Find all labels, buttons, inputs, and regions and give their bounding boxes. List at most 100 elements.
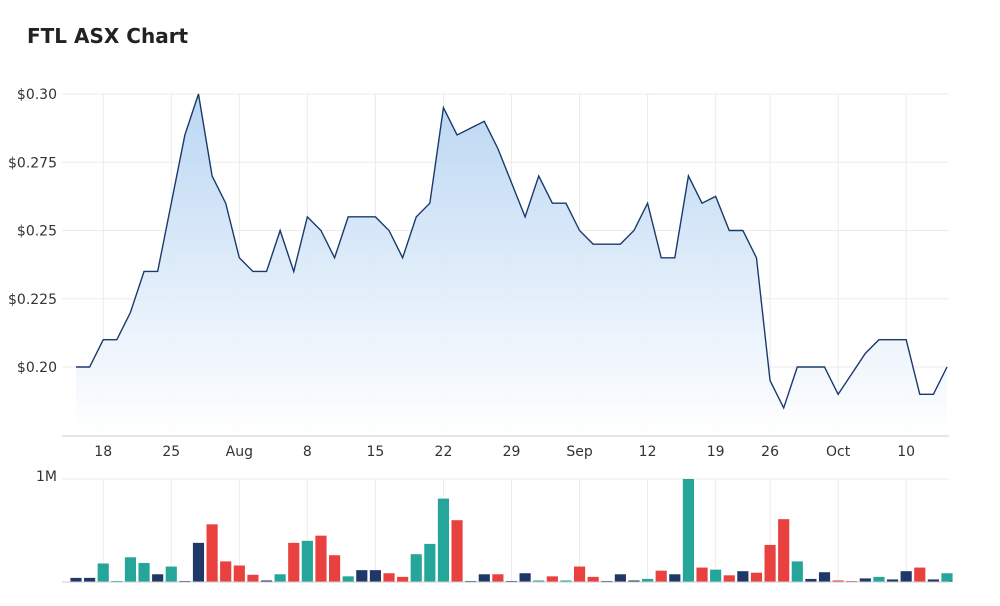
price-point xyxy=(442,106,444,108)
price-x-tick-label: Sep xyxy=(566,444,593,460)
price-y-tick-label: $0.25 xyxy=(17,224,57,240)
price-point xyxy=(333,257,335,259)
price-point xyxy=(524,216,526,218)
price-point xyxy=(714,195,716,197)
volume-bar xyxy=(97,563,109,582)
volume-bar xyxy=(274,574,286,582)
price-point xyxy=(823,366,825,368)
volume-bar xyxy=(301,540,313,582)
volume-bar xyxy=(846,580,858,582)
volume-bar xyxy=(124,557,137,582)
volume-bar xyxy=(927,579,939,582)
price-point xyxy=(469,127,471,129)
price-y-axis: $0.30 $0.275 $0.25 $0.225 $0.20 xyxy=(8,87,57,376)
price-x-tick-label: 8 xyxy=(303,444,312,460)
price-point xyxy=(143,270,145,272)
volume-bar xyxy=(179,580,191,582)
price-point xyxy=(374,216,376,218)
volume-bar xyxy=(220,561,232,582)
volume-bar xyxy=(152,574,164,582)
price-y-tick-label: $0.225 xyxy=(8,292,57,308)
price-point xyxy=(551,202,553,204)
volume-bar xyxy=(859,578,871,582)
price-point xyxy=(456,134,458,136)
volume-grid xyxy=(62,478,949,582)
volume-bar xyxy=(587,576,599,582)
volume-bar xyxy=(655,570,667,582)
volume-bar xyxy=(533,580,545,582)
price-x-axis: 18 25 Aug 8 15 22 29 Sep 12 19 26 Oct 10 xyxy=(94,444,915,460)
volume-bar xyxy=(192,542,205,582)
volume-bar xyxy=(696,567,708,582)
price-point xyxy=(755,257,757,259)
price-y-tick-label: $0.20 xyxy=(17,360,57,376)
volume-bar xyxy=(669,574,681,582)
price-point xyxy=(810,366,812,368)
price-point xyxy=(905,339,907,341)
volume-bar xyxy=(764,544,776,582)
price-point xyxy=(429,202,431,204)
price-point xyxy=(674,257,676,259)
volume-bar xyxy=(886,579,899,582)
price-point xyxy=(211,175,213,177)
volume-bar xyxy=(233,565,245,582)
price-point xyxy=(483,120,485,122)
price-point xyxy=(932,393,934,395)
price-point xyxy=(864,352,866,354)
volume-bar xyxy=(560,580,572,582)
volume-bar xyxy=(260,580,273,582)
volume-bars xyxy=(70,479,953,583)
volume-bar xyxy=(288,542,300,582)
price-point xyxy=(293,270,295,272)
volume-bar xyxy=(791,561,803,582)
price-point xyxy=(687,175,689,177)
volume-bar xyxy=(805,578,817,582)
price-point xyxy=(306,216,308,218)
volume-bar xyxy=(369,570,381,582)
price-point xyxy=(578,229,580,231)
price-point xyxy=(252,270,254,272)
volume-bar xyxy=(465,580,477,582)
price-x-tick-label: 10 xyxy=(897,444,915,460)
price-point xyxy=(320,229,322,231)
price-point xyxy=(878,339,880,341)
price-point xyxy=(75,366,77,368)
volume-bar xyxy=(723,575,735,582)
volume-bar xyxy=(247,574,259,582)
price-point xyxy=(88,366,90,368)
volume-bar xyxy=(519,573,531,583)
volume-bar xyxy=(329,555,341,582)
volume-bar xyxy=(818,572,831,583)
price-point xyxy=(347,216,349,218)
price-point xyxy=(497,147,499,149)
price-point xyxy=(415,216,417,218)
volume-bar xyxy=(451,520,463,582)
price-x-tick-label: 18 xyxy=(94,444,112,460)
volume-bar xyxy=(941,573,953,583)
volume-bar xyxy=(397,576,409,582)
price-point xyxy=(225,202,227,204)
price-point xyxy=(769,379,771,381)
price-x-tick-label: Oct xyxy=(826,444,851,460)
volume-bar xyxy=(546,576,558,583)
volume-bar xyxy=(873,576,885,582)
price-point xyxy=(538,175,540,177)
volume-bar xyxy=(505,580,518,582)
price-point xyxy=(742,229,744,231)
price-point xyxy=(660,257,662,259)
price-point xyxy=(728,229,730,231)
volume-bar xyxy=(84,577,96,582)
price-point xyxy=(238,257,240,259)
volume-bar xyxy=(206,524,218,582)
volume-y-tick-label: 1M xyxy=(36,469,57,485)
price-point xyxy=(919,393,921,395)
price-point xyxy=(510,182,512,184)
price-point xyxy=(891,339,893,341)
volume-bar xyxy=(832,580,844,582)
price-point xyxy=(170,202,172,204)
volume-bar xyxy=(750,572,763,582)
price-x-tick-label: 22 xyxy=(435,444,453,460)
volume-bar xyxy=(914,567,926,582)
price-point xyxy=(633,229,635,231)
